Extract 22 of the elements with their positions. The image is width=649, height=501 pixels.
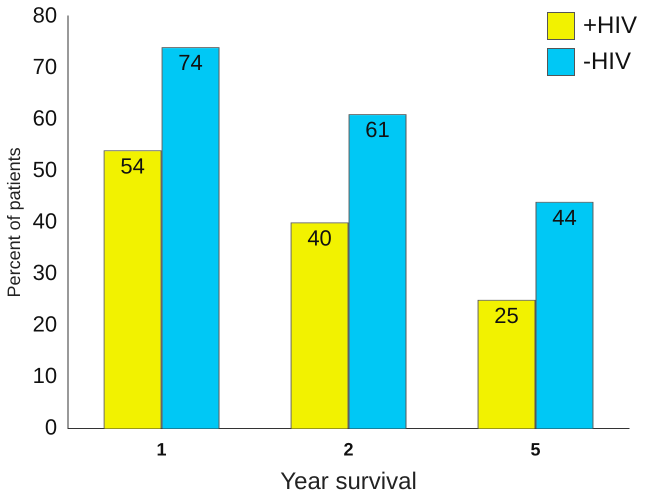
x-tick-label: 1 bbox=[156, 439, 167, 460]
y-tick-label: 30 bbox=[32, 260, 58, 286]
x-tick-label: 5 bbox=[530, 439, 541, 460]
y-tick-label: 40 bbox=[32, 208, 58, 234]
y-tick-label: 0 bbox=[44, 414, 58, 440]
data-label: 54 bbox=[120, 153, 145, 178]
y-axis-title: Percent of patients bbox=[4, 147, 24, 298]
x-tick-label: 2 bbox=[344, 439, 354, 460]
data-label: 44 bbox=[552, 204, 577, 230]
y-tick-label: 50 bbox=[32, 156, 58, 182]
y-tick-label: 60 bbox=[32, 105, 58, 130]
y-tick-label: 80 bbox=[32, 2, 58, 28]
y-tick-label: 70 bbox=[32, 54, 58, 79]
legend-label: +HIV bbox=[582, 12, 637, 40]
data-label: 40 bbox=[307, 225, 332, 250]
y-tick-label: 10 bbox=[32, 363, 58, 388]
data-label: 61 bbox=[365, 117, 390, 142]
data-label: 25 bbox=[494, 302, 519, 328]
y-tick-label: 20 bbox=[32, 312, 58, 337]
legend-label: -HIV bbox=[582, 48, 631, 76]
x-axis-title: Year survival bbox=[280, 468, 417, 496]
data-label: 74 bbox=[178, 50, 203, 76]
